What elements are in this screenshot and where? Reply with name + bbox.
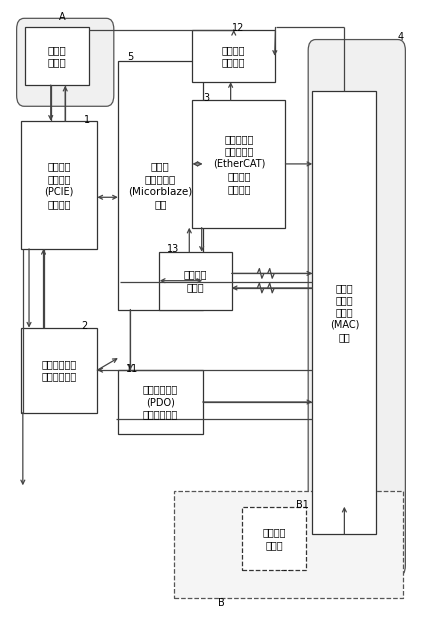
Bar — [174, 491, 403, 598]
Text: 外部伺服
驱动器: 外部伺服 驱动器 — [262, 527, 286, 550]
Text: 以太网
媒体存
取控制
(MAC)
模块: 以太网 媒体存 取控制 (MAC) 模块 — [330, 283, 359, 342]
Text: 3: 3 — [204, 93, 210, 103]
Text: 第三方处理器
并口解析模块: 第三方处理器 并口解析模块 — [41, 359, 77, 381]
Text: 系统定时
器模块: 系统定时 器模块 — [184, 269, 207, 292]
Text: 11: 11 — [125, 364, 138, 374]
Text: 过程数据对象
(PDO)
报文发送模块: 过程数据对象 (PDO) 报文发送模块 — [143, 384, 178, 420]
Text: 以太网控制
自动化技术
(EtherCAT)
发送报文
打包模块: 以太网控制 自动化技术 (EtherCAT) 发送报文 打包模块 — [213, 134, 265, 194]
Text: 4: 4 — [398, 32, 403, 41]
Text: 计算机
处理器: 计算机 处理器 — [48, 45, 66, 67]
FancyBboxPatch shape — [16, 19, 114, 106]
Text: 13: 13 — [167, 244, 179, 254]
Text: 快捷外设
互联标准
(PCIE)
接口模块: 快捷外设 互联标准 (PCIE) 接口模块 — [44, 162, 74, 209]
FancyBboxPatch shape — [308, 40, 406, 576]
Bar — [192, 100, 285, 228]
Bar — [312, 91, 376, 534]
Text: B1: B1 — [295, 500, 308, 510]
Text: 5: 5 — [127, 52, 133, 62]
Text: 运行状态
监控模块: 运行状态 监控模块 — [222, 45, 246, 67]
Bar — [118, 61, 203, 310]
Text: 1: 1 — [84, 115, 90, 125]
Bar — [21, 327, 97, 413]
Text: A: A — [59, 12, 65, 22]
Bar — [242, 506, 306, 570]
Bar — [160, 252, 232, 310]
Text: 12: 12 — [232, 23, 244, 33]
Text: B: B — [218, 598, 225, 608]
Text: ...: ... — [279, 561, 292, 574]
Text: 2: 2 — [82, 321, 88, 331]
Bar — [21, 121, 97, 249]
Bar — [192, 30, 275, 82]
Bar — [118, 370, 203, 434]
Bar — [25, 27, 89, 85]
Text: 嵌入式
软核处理器
(Micorblaze)
模块: 嵌入式 软核处理器 (Micorblaze) 模块 — [128, 162, 192, 209]
